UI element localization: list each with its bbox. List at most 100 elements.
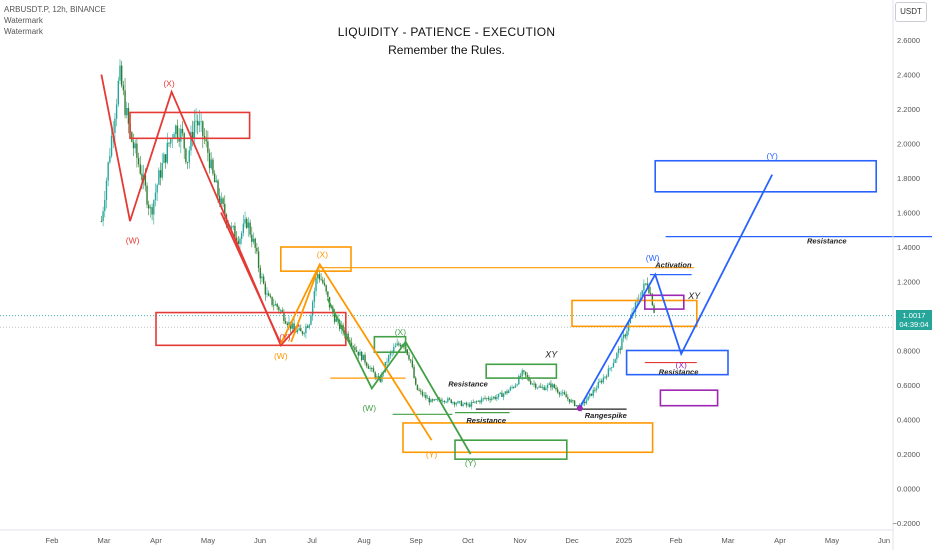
candle-body xyxy=(415,378,417,385)
candle-body xyxy=(148,204,150,209)
candle-body xyxy=(205,139,207,142)
candle-body xyxy=(464,402,466,405)
candle-body xyxy=(528,376,530,381)
candle-body xyxy=(550,383,552,388)
candle-body xyxy=(210,159,212,169)
candle-body xyxy=(254,238,256,248)
candle-body xyxy=(342,324,344,332)
candle-body xyxy=(235,237,238,241)
candle-body xyxy=(649,293,652,295)
candle-body xyxy=(411,360,414,367)
candle-body xyxy=(469,404,471,407)
candle-body xyxy=(448,398,451,400)
candle-body xyxy=(617,348,620,354)
candle-body xyxy=(442,400,444,402)
green-wave-line xyxy=(326,298,472,455)
candle-body xyxy=(585,400,588,404)
candle-body xyxy=(102,211,104,222)
green-zone-box xyxy=(373,335,407,354)
candle-body xyxy=(279,310,282,312)
candle-body xyxy=(100,221,103,222)
candle-body xyxy=(616,353,618,360)
candle-body xyxy=(521,370,523,377)
candle-body xyxy=(357,351,359,356)
candle-body xyxy=(516,384,518,386)
candle-body xyxy=(169,138,172,144)
candle-body xyxy=(467,404,469,406)
candle-body xyxy=(447,398,449,402)
x-tick-label: Feb xyxy=(46,536,59,545)
candle-body xyxy=(305,326,307,334)
candle-body xyxy=(565,394,567,398)
candle-body xyxy=(533,383,535,385)
candle-body xyxy=(389,352,392,356)
candle-body xyxy=(611,367,613,369)
candle-body xyxy=(496,397,498,399)
candle-body xyxy=(600,380,603,383)
candle-body xyxy=(350,342,353,347)
candle-body xyxy=(440,399,442,402)
candle-body xyxy=(590,393,593,396)
candle-body xyxy=(257,251,260,268)
candle-body xyxy=(301,331,304,335)
candle-body xyxy=(308,324,310,328)
candle-body xyxy=(480,398,483,403)
candle-body xyxy=(489,399,491,401)
purple-zone-box xyxy=(643,294,685,310)
candle-body xyxy=(360,351,363,361)
symbol-line: ARBUSDT.P, 12h, BINANCE xyxy=(4,5,106,14)
candle-body xyxy=(452,402,454,404)
candle-body xyxy=(589,393,591,397)
candle-body xyxy=(573,400,576,407)
candle-body xyxy=(251,234,253,242)
green-zone-box xyxy=(485,363,558,379)
candle-body xyxy=(524,371,527,376)
candle-body xyxy=(425,394,427,399)
candle-body xyxy=(107,162,109,181)
current-price-tag: 1.0017 04:39:04 xyxy=(896,310,932,330)
candle-body xyxy=(168,142,170,144)
candle-body xyxy=(369,368,371,369)
candle-body xyxy=(317,274,319,279)
candle-body xyxy=(131,132,133,142)
candle-body xyxy=(624,334,626,337)
candle-body xyxy=(300,328,302,332)
wave-annotation-label: Resistance xyxy=(807,237,847,246)
y-tick-label: −0.2000 xyxy=(893,519,920,528)
candle-body xyxy=(423,394,425,396)
candle-body xyxy=(335,319,338,322)
candle-body xyxy=(501,392,503,397)
candle-body xyxy=(190,131,192,151)
x-tick-label: Oct xyxy=(462,536,475,545)
candle-body xyxy=(120,65,123,86)
candle-body xyxy=(614,359,616,363)
candle-body xyxy=(619,348,621,350)
candle-body xyxy=(604,376,606,378)
candle-body xyxy=(626,330,628,337)
candle-body xyxy=(445,401,447,403)
candle-body xyxy=(592,389,594,396)
candle-body xyxy=(256,247,258,252)
candle-body xyxy=(175,125,177,135)
candle-body xyxy=(180,128,182,142)
symbol-info: ARBUSDT.P, 12h, BINANCE Watermark Waterm… xyxy=(4,4,106,37)
x-tick-label: Feb xyxy=(670,536,683,545)
candle-body xyxy=(126,107,128,116)
candle-body xyxy=(244,218,246,224)
y-tick-label: 0.0000 xyxy=(897,485,920,494)
candle-body xyxy=(271,296,273,305)
candle-body xyxy=(141,173,143,180)
x-tick-label: Sep xyxy=(409,536,422,545)
candle-body xyxy=(458,401,461,403)
candle-body xyxy=(453,402,456,405)
x-tick-label: Apr xyxy=(774,536,786,545)
candle-body xyxy=(602,377,605,383)
wave-annotation-label: Activation xyxy=(654,261,692,270)
candle-body xyxy=(355,350,358,352)
candle-body xyxy=(158,170,160,185)
currency-button[interactable]: USDT xyxy=(895,2,927,22)
candle-body xyxy=(477,400,479,402)
candle-body xyxy=(536,387,539,389)
